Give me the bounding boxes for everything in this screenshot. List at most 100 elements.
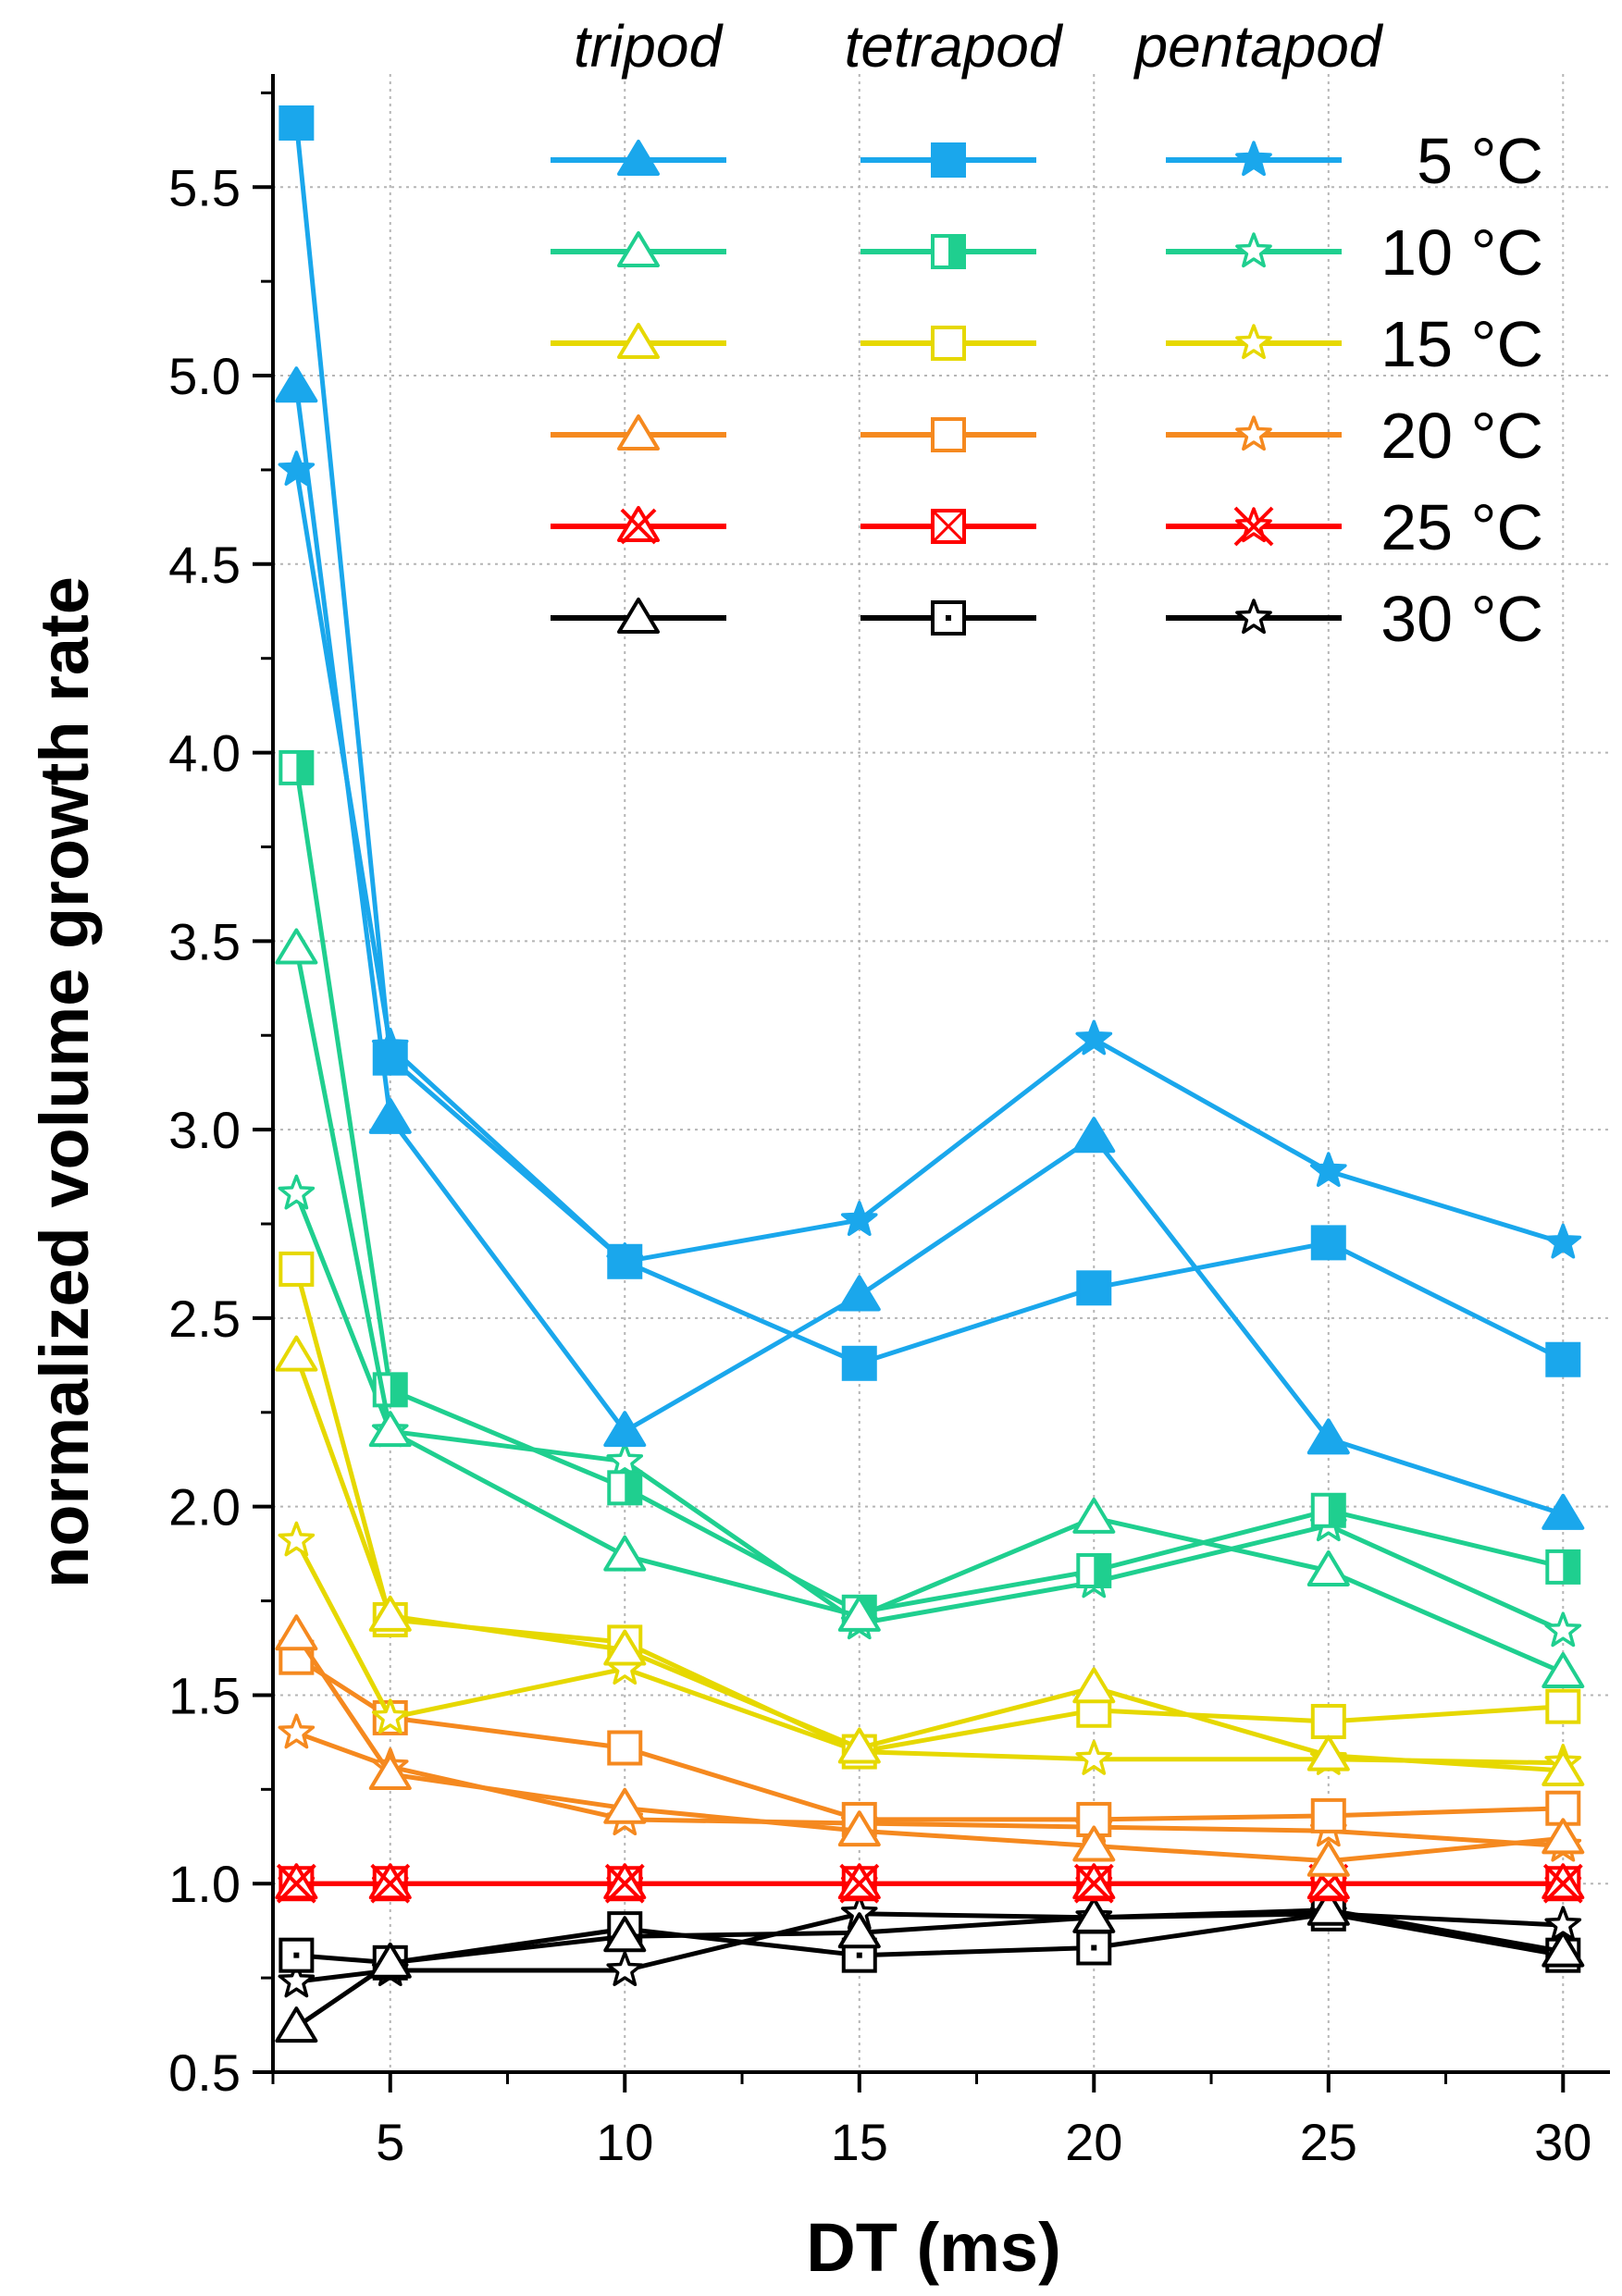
data-point-triangle: [275, 928, 318, 965]
legend-marker-square-dot: [946, 615, 951, 621]
data-point-square-dot: [856, 1952, 862, 1958]
y-tick-label: 2.0: [168, 1478, 241, 1537]
series-line: [293, 122, 1565, 1366]
data-point-triangle: [275, 2006, 318, 2043]
legend-entry-tetrapod-15c: [861, 326, 1036, 361]
data-point-triangle: [1306, 1549, 1350, 1586]
series-tetrapod-30c: [279, 1895, 1581, 1981]
legend-entry-pentapod-30c: [1166, 599, 1342, 635]
data-point-triangle: [1072, 1667, 1116, 1704]
legend-label-25c: 25 °C: [1381, 491, 1543, 563]
data-point-square: [279, 1251, 315, 1287]
legend-entry-pentapod-10c: [1166, 232, 1342, 268]
data-point-square-half: [1328, 1494, 1344, 1526]
x-tick-label: 25: [1300, 2113, 1357, 2171]
data-point-triangle: [368, 1595, 412, 1632]
series-pentapod-30c: [278, 1895, 1582, 1998]
data-point-triangle: [1072, 1896, 1116, 1933]
data-point-square: [607, 1243, 643, 1279]
data-point-triangle: [837, 1727, 881, 1764]
y-tick-label: 1.0: [168, 1855, 241, 1913]
legend-marker-star: [1235, 141, 1272, 177]
y-tick-label: 2.5: [168, 1290, 241, 1348]
legend: tripod tetrapod pentapod 5 °C 10 °C 15 °C 20 °…: [551, 13, 1543, 655]
legend-marker-star-cross: [1233, 506, 1274, 547]
legend-marker-star: [1235, 599, 1272, 635]
data-point-triangle: [837, 1912, 881, 1949]
data-point-triangle: [1542, 1818, 1585, 1855]
data-point-square: [607, 1730, 643, 1766]
data-point-triangle: [275, 1335, 318, 1372]
legend-entry-tripod-25c: [551, 506, 726, 545]
data-point-star: [278, 1174, 316, 1210]
data-point-triangle: [603, 1629, 647, 1666]
series-line: [294, 1192, 1565, 1634]
data-point-star: [371, 1698, 409, 1734]
data-point-triangle: [1306, 1418, 1350, 1455]
data-point-triangle-cross: [1544, 1865, 1581, 1902]
gridlines: [273, 74, 1610, 2073]
legend-marker-star: [1235, 232, 1272, 268]
legend-marker-star: [1235, 415, 1272, 451]
data-point-square: [1310, 1703, 1346, 1739]
data-point-square-dot: [1091, 1944, 1097, 1951]
x-tick-label: 10: [596, 2113, 653, 2171]
legend-entry-tetrapod-25c: [861, 509, 1036, 544]
series-line: [294, 1354, 1564, 1773]
data-point-triangle-cross: [1075, 1865, 1112, 1902]
data-point-square: [279, 105, 315, 141]
data-point-triangle: [603, 1411, 647, 1448]
legend-marker-triangle: [617, 323, 660, 359]
legend-entry-pentapod-25c: [1166, 506, 1342, 547]
legend-entry-tripod-5c: [551, 140, 726, 176]
data-point-triangle: [603, 1787, 647, 1824]
legend-marker-triangle: [617, 140, 660, 176]
x-tick-label: 5: [376, 2113, 404, 2171]
y-tick-label: 0.5: [168, 2043, 241, 2102]
legend-header-tetrapod: tetrapod: [845, 13, 1064, 80]
data-point-triangle: [603, 1916, 647, 1953]
y-tick-label: 5.0: [168, 347, 241, 405]
series-line: [293, 386, 1565, 1517]
legend-entry-tripod-10c: [551, 231, 726, 267]
data-point-star: [840, 1201, 878, 1237]
data-point-triangle: [275, 366, 318, 403]
series-lines: [275, 105, 1585, 2043]
legend-entry-pentapod-15c: [1166, 324, 1342, 360]
data-point-star: [1075, 1019, 1113, 1055]
legend-label-15c: 15 °C: [1381, 308, 1543, 380]
data-point-square-half: [390, 1374, 406, 1406]
series-pentapod-5c: [278, 451, 1582, 1278]
data-point-square: [1310, 1225, 1346, 1261]
legend-label-5c: 5 °C: [1417, 125, 1543, 197]
data-point-star: [278, 1713, 316, 1749]
legend-marker-square: [931, 417, 966, 452]
data-point-star: [1075, 1739, 1113, 1775]
data-point-triangle-cross: [841, 1865, 878, 1902]
legend-marker-star: [1235, 324, 1272, 360]
series-line: [294, 1633, 1564, 1864]
x-tick-label: 30: [1534, 2113, 1591, 2171]
data-point-triangle: [368, 1097, 412, 1134]
legend-marker-square: [931, 326, 966, 361]
data-point-triangle: [368, 1942, 412, 1979]
series-tripod-5c: [275, 366, 1585, 1530]
legend-marker-triangle-cross: [620, 508, 657, 545]
y-tick-label: 1.5: [168, 1666, 241, 1724]
legend-entry-tripod-15c: [551, 323, 726, 359]
data-point-triangle: [1542, 1652, 1585, 1688]
data-point-triangle: [1072, 1497, 1116, 1534]
data-point-triangle-cross: [606, 1865, 643, 1902]
data-point-square-dot: [293, 1952, 300, 1958]
series-tripod-15c: [275, 1335, 1585, 1786]
legend-entry-pentapod-5c: [1166, 141, 1342, 177]
legend-marker-triangle: [617, 598, 660, 634]
legend-header-tripod: tripod: [574, 13, 724, 80]
y-tick-label: 4.0: [168, 724, 241, 783]
y-tick-label: 5.5: [168, 158, 241, 216]
legend-marker-triangle: [617, 231, 660, 267]
legend-header-pentapod: pentapod: [1133, 13, 1384, 80]
data-point-square: [1545, 1341, 1581, 1377]
series-line: [293, 948, 1565, 1675]
